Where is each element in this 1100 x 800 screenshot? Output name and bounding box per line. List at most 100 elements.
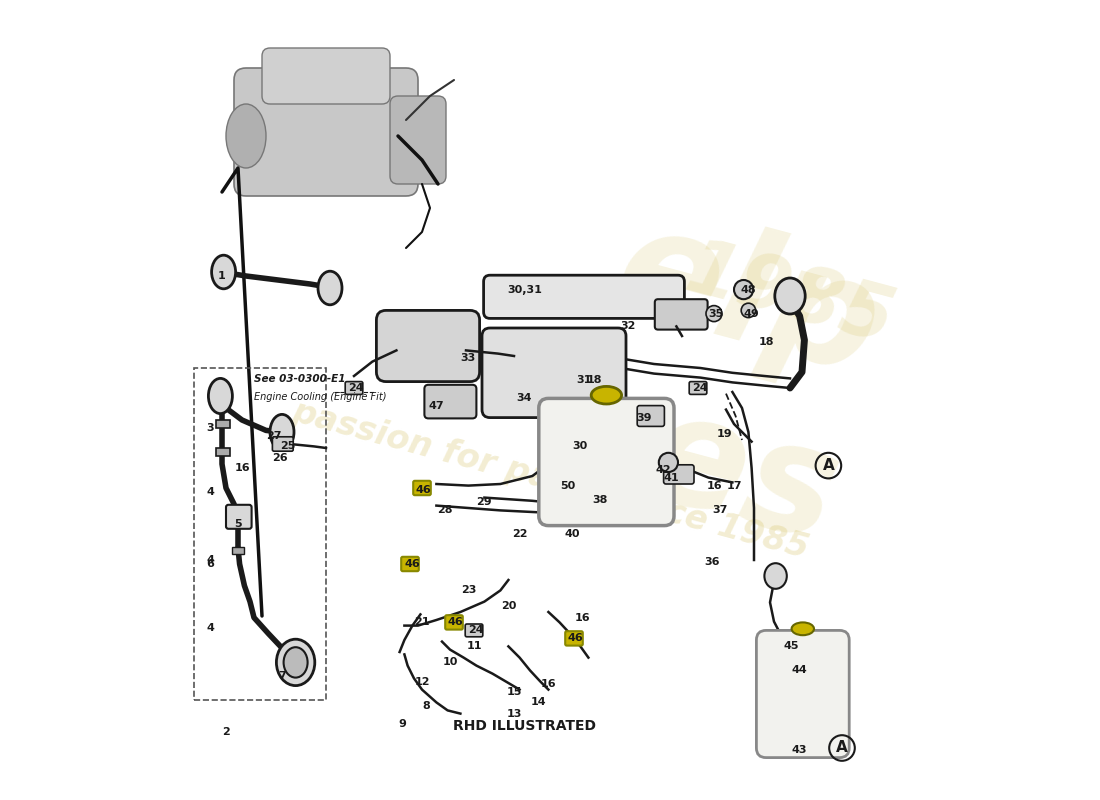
- Text: 44: 44: [792, 666, 807, 675]
- FancyBboxPatch shape: [402, 557, 419, 571]
- Ellipse shape: [208, 378, 232, 414]
- FancyBboxPatch shape: [465, 624, 483, 637]
- FancyBboxPatch shape: [565, 631, 583, 646]
- Text: 1: 1: [218, 271, 226, 281]
- Circle shape: [706, 306, 722, 322]
- Text: 19: 19: [716, 429, 733, 438]
- Text: 46: 46: [416, 485, 431, 494]
- FancyBboxPatch shape: [663, 465, 694, 484]
- Text: 45: 45: [784, 642, 800, 651]
- Text: 16: 16: [706, 482, 722, 491]
- Text: 32: 32: [620, 322, 636, 331]
- Text: 46: 46: [448, 618, 463, 627]
- Text: 12: 12: [415, 677, 430, 686]
- FancyBboxPatch shape: [637, 406, 664, 426]
- Text: 30,31: 30,31: [507, 285, 542, 294]
- Text: 18: 18: [586, 375, 602, 385]
- FancyBboxPatch shape: [484, 275, 684, 318]
- Bar: [194, 368, 326, 700]
- Text: 30: 30: [573, 442, 588, 451]
- Text: 27: 27: [266, 431, 282, 441]
- Text: 33: 33: [461, 354, 476, 363]
- Text: 8: 8: [422, 701, 430, 710]
- Text: 4: 4: [206, 623, 213, 633]
- Text: 16: 16: [574, 613, 590, 622]
- Text: 9: 9: [398, 719, 406, 729]
- Text: 15: 15: [506, 687, 521, 697]
- Text: 7: 7: [278, 671, 286, 681]
- FancyBboxPatch shape: [482, 328, 626, 418]
- Text: 40: 40: [564, 530, 580, 539]
- FancyBboxPatch shape: [345, 382, 363, 394]
- Text: 13: 13: [506, 709, 521, 718]
- Text: A: A: [836, 741, 848, 755]
- FancyBboxPatch shape: [226, 505, 252, 529]
- FancyBboxPatch shape: [390, 96, 446, 184]
- FancyBboxPatch shape: [262, 48, 390, 104]
- Text: 31: 31: [576, 375, 592, 385]
- Text: 24: 24: [469, 626, 484, 635]
- Text: 22: 22: [512, 530, 527, 539]
- Text: 24: 24: [349, 383, 364, 393]
- Text: See 03-0300-E1: See 03-0300-E1: [254, 374, 345, 384]
- Text: 39: 39: [637, 413, 652, 422]
- Ellipse shape: [318, 271, 342, 305]
- Text: 41: 41: [663, 474, 680, 483]
- Text: 28: 28: [437, 506, 452, 515]
- Text: 35: 35: [708, 309, 724, 318]
- Text: 6: 6: [206, 559, 213, 569]
- Text: 21: 21: [415, 618, 430, 627]
- Ellipse shape: [792, 622, 814, 635]
- Text: 50: 50: [560, 482, 575, 491]
- FancyBboxPatch shape: [446, 615, 463, 630]
- Text: 10: 10: [442, 658, 458, 667]
- Ellipse shape: [270, 414, 294, 450]
- Circle shape: [741, 303, 756, 318]
- FancyBboxPatch shape: [690, 382, 707, 394]
- Text: 25: 25: [279, 442, 295, 451]
- Text: passion for parts since 1985: passion for parts since 1985: [288, 395, 812, 565]
- Text: 46: 46: [405, 559, 420, 569]
- Text: A: A: [823, 458, 834, 473]
- Text: 1985: 1985: [678, 233, 902, 359]
- Ellipse shape: [226, 104, 266, 168]
- Text: 18: 18: [758, 338, 773, 347]
- Text: RHD ILLUSTRATED: RHD ILLUSTRATED: [453, 719, 596, 734]
- Text: 42: 42: [656, 466, 671, 475]
- Text: 29: 29: [476, 498, 492, 507]
- FancyBboxPatch shape: [376, 310, 480, 382]
- Text: 26: 26: [272, 453, 287, 462]
- Text: 37: 37: [712, 506, 727, 515]
- FancyBboxPatch shape: [273, 437, 294, 451]
- Text: elp
res: elp res: [554, 194, 898, 574]
- Text: 17: 17: [726, 482, 741, 491]
- Text: 14: 14: [530, 698, 546, 707]
- Ellipse shape: [774, 278, 805, 314]
- FancyBboxPatch shape: [234, 68, 418, 196]
- Text: 36: 36: [704, 557, 719, 566]
- Bar: [216, 448, 230, 456]
- FancyBboxPatch shape: [414, 481, 431, 495]
- Ellipse shape: [591, 386, 622, 404]
- Circle shape: [659, 453, 678, 472]
- Text: 3: 3: [206, 423, 213, 433]
- FancyBboxPatch shape: [654, 299, 707, 330]
- Circle shape: [734, 280, 754, 299]
- Text: 47: 47: [429, 402, 444, 411]
- Text: 24: 24: [693, 383, 708, 393]
- Text: 20: 20: [500, 602, 516, 611]
- FancyBboxPatch shape: [539, 398, 674, 526]
- Text: Engine Cooling (Engine Fit): Engine Cooling (Engine Fit): [254, 392, 386, 402]
- Text: 38: 38: [592, 495, 607, 505]
- FancyBboxPatch shape: [757, 630, 849, 758]
- Text: 2: 2: [222, 727, 230, 737]
- FancyBboxPatch shape: [425, 385, 476, 418]
- Ellipse shape: [764, 563, 786, 589]
- Text: 16: 16: [540, 679, 557, 689]
- Ellipse shape: [284, 647, 308, 678]
- Text: 34: 34: [517, 394, 532, 403]
- Bar: [216, 420, 230, 428]
- Bar: [232, 547, 243, 554]
- Text: 4: 4: [206, 487, 213, 497]
- Text: 16: 16: [234, 463, 250, 473]
